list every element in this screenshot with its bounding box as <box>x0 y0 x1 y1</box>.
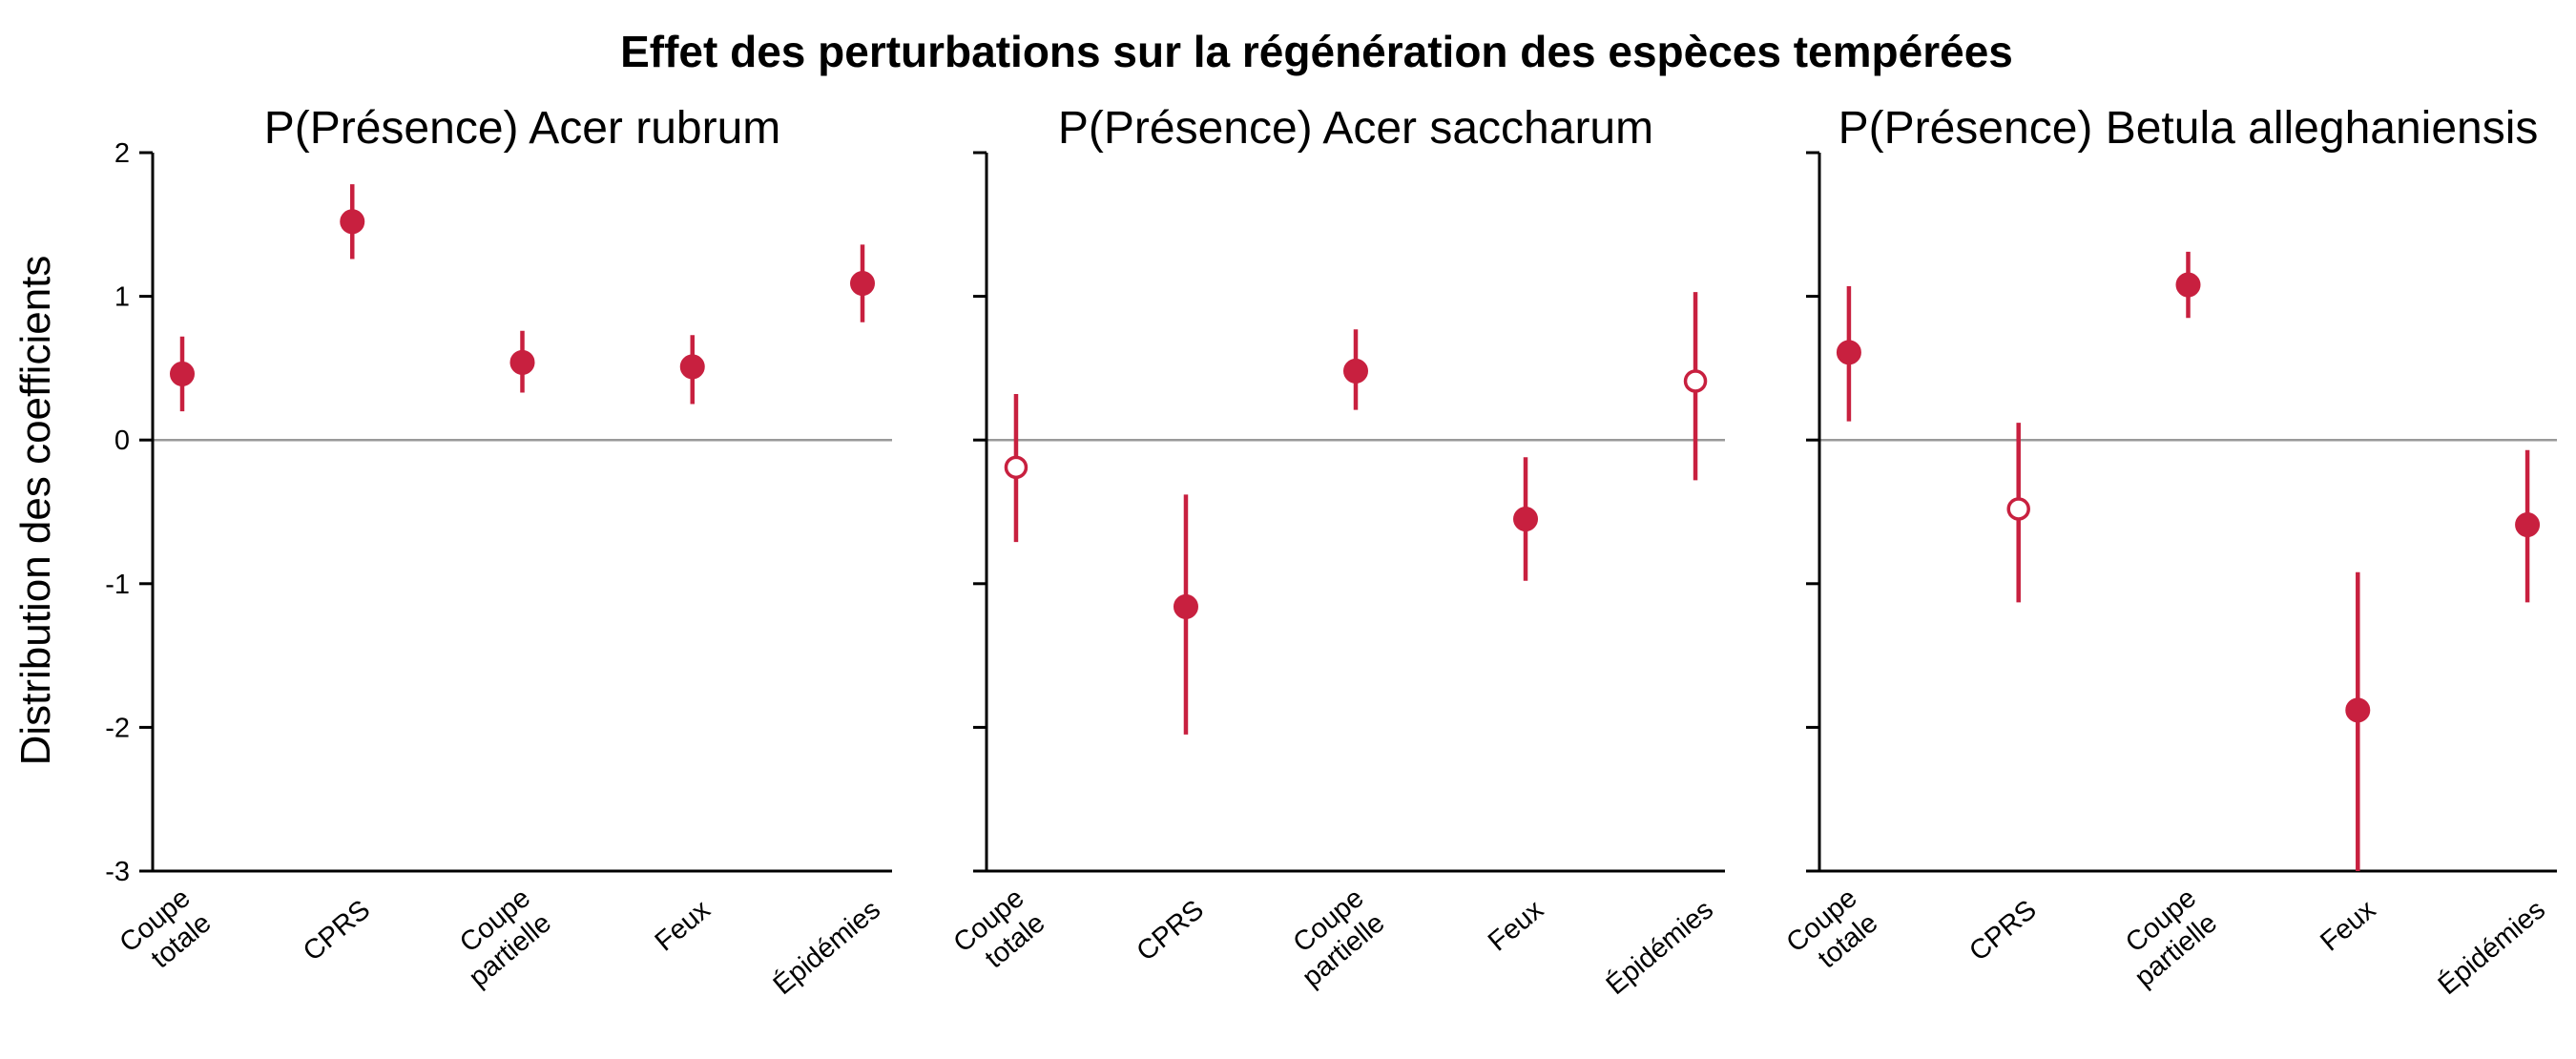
panel-title: P(Présence) Betula alleghaniensis <box>1839 103 2539 154</box>
x-tick-label: CPRS <box>298 895 376 967</box>
data-point-open <box>2006 497 2030 521</box>
data-point <box>340 209 365 235</box>
panel-1: P(Présence) Acer rubrum -3 -2 -1 0 1 2 Coupetot… <box>105 103 892 1001</box>
x-tick-label-line: Feux <box>2315 894 2381 957</box>
y-tick-label: -1 <box>105 570 130 600</box>
y-tick-label: 2 <box>114 138 130 169</box>
x-tick-label: Épidémies <box>767 894 886 1001</box>
data-point <box>850 271 875 297</box>
x-tick-label: Coupetotale <box>948 882 1051 983</box>
data-point <box>679 354 705 380</box>
panel-title: P(Présence) Acer saccharum <box>1058 103 1653 154</box>
data-point <box>1836 340 1861 365</box>
data-point <box>2175 272 2201 298</box>
data-point-open <box>1683 369 1708 393</box>
data-point <box>2345 697 2371 723</box>
data-point <box>1343 358 1368 384</box>
x-tick-label: Coupetotale <box>1781 882 1884 983</box>
x-tick-label: CPRS <box>1963 895 2042 967</box>
y-tick-label: 0 <box>114 426 130 456</box>
panel-title: P(Présence) Acer rubrum <box>264 103 781 154</box>
data-point <box>2515 512 2541 538</box>
panels: P(Présence) Acer rubrum -3 -2 -1 0 1 2 Coupetot… <box>105 103 2557 1001</box>
x-tick-label: Feux <box>2315 894 2381 957</box>
data-point <box>509 349 535 375</box>
x-tick-label-line: Épidémies <box>767 894 886 1001</box>
x-tick-label: CPRS <box>1132 895 1210 967</box>
y-tick-label: -2 <box>105 713 130 743</box>
x-tick-label: Coupetotale <box>114 882 218 983</box>
x-tick-label: Feux <box>650 894 717 957</box>
x-tick-label-line: CPRS <box>1132 895 1210 967</box>
x-tick-label: Feux <box>1483 894 1549 957</box>
x-tick-label: Épidémies <box>1600 894 1719 1001</box>
x-tick-label-line: Feux <box>650 894 717 957</box>
panel-3: P(Présence) Betula alleghaniensis Coupeto… <box>1781 103 2557 1001</box>
data-point <box>170 361 195 386</box>
data-point <box>1513 507 1539 532</box>
data-point-open <box>1004 455 1028 480</box>
x-tick-label: Coupepartielle <box>443 882 557 993</box>
data-point <box>1173 593 1198 619</box>
y-axis-label: Distribution des coefficients <box>12 256 59 766</box>
x-tick-label-line: Feux <box>1483 894 1549 957</box>
x-tick-label-line: Épidémies <box>1600 894 1719 1001</box>
x-tick-label-line: CPRS <box>1963 895 2042 967</box>
x-tick-label-line: CPRS <box>298 895 376 967</box>
figure-title: Effet des perturbations sur la régénérat… <box>620 27 2013 76</box>
x-tick-label: Épidémies <box>2432 894 2551 1001</box>
x-tick-label: Coupepartielle <box>1276 882 1390 993</box>
x-tick-label-line: Épidémies <box>2432 894 2551 1001</box>
y-tick-label: -3 <box>105 857 130 887</box>
y-tick-label: 1 <box>114 282 130 313</box>
x-tick-label: Coupepartielle <box>2109 882 2223 993</box>
panel-2: P(Présence) Acer saccharum Coupetotale CPR… <box>948 103 1725 1001</box>
